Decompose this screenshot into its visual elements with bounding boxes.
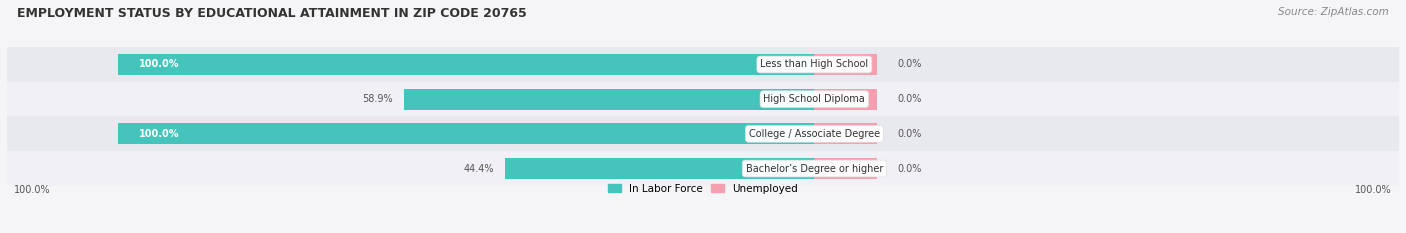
Legend: In Labor Force, Unemployed: In Labor Force, Unemployed	[605, 179, 801, 198]
Text: 100.0%: 100.0%	[14, 185, 51, 195]
Bar	[7, 116, 1399, 151]
Text: Less than High School: Less than High School	[761, 59, 869, 69]
Text: 0.0%: 0.0%	[898, 164, 922, 174]
Bar	[814, 123, 877, 144]
Text: Source: ZipAtlas.com: Source: ZipAtlas.com	[1278, 7, 1389, 17]
Text: 0.0%: 0.0%	[898, 129, 922, 139]
Text: 0.0%: 0.0%	[898, 59, 922, 69]
Bar	[118, 54, 814, 75]
Bar	[118, 123, 814, 144]
Bar	[505, 158, 814, 179]
Text: 100.0%: 100.0%	[139, 129, 180, 139]
Bar	[814, 89, 877, 110]
Text: EMPLOYMENT STATUS BY EDUCATIONAL ATTAINMENT IN ZIP CODE 20765: EMPLOYMENT STATUS BY EDUCATIONAL ATTAINM…	[17, 7, 527, 20]
Text: 0.0%: 0.0%	[898, 94, 922, 104]
Text: 100.0%: 100.0%	[139, 59, 180, 69]
Bar	[7, 151, 1399, 186]
Text: College / Associate Degree: College / Associate Degree	[749, 129, 880, 139]
Text: Bachelor’s Degree or higher: Bachelor’s Degree or higher	[745, 164, 883, 174]
Text: 58.9%: 58.9%	[363, 94, 394, 104]
Text: High School Diploma: High School Diploma	[763, 94, 865, 104]
Bar	[405, 89, 814, 110]
Text: 100.0%: 100.0%	[1355, 185, 1392, 195]
Bar	[814, 158, 877, 179]
Text: 44.4%: 44.4%	[464, 164, 495, 174]
Bar	[814, 54, 877, 75]
Bar	[7, 47, 1399, 82]
Bar	[7, 82, 1399, 116]
